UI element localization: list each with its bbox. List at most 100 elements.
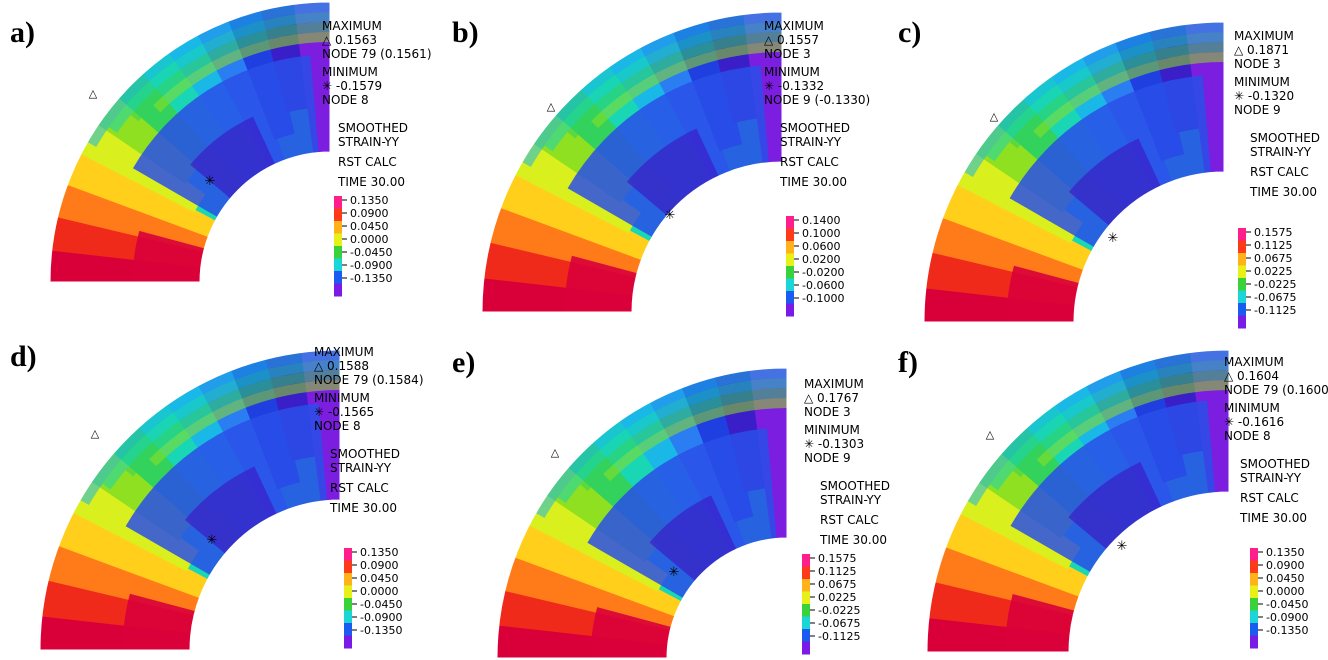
min-label: MINIMUM	[322, 65, 378, 79]
legend-label: 0.1575	[818, 552, 857, 565]
legend-swatch	[1250, 548, 1258, 561]
contour-band	[1005, 594, 1075, 652]
legend-label: -0.0450	[350, 246, 392, 259]
legend-label: -0.0900	[1266, 611, 1308, 624]
legend-swatch	[786, 303, 794, 317]
legend-label: -0.0200	[802, 266, 844, 279]
result-descriptor: SMOOTHED	[820, 479, 890, 493]
max-node: NODE 3	[764, 47, 811, 61]
min-marker-icon: ✳	[1108, 231, 1119, 246]
legend-swatch	[802, 554, 810, 567]
contour-band	[940, 179, 1092, 271]
contour-band	[557, 378, 787, 504]
result-descriptor: SMOOTHED	[330, 447, 400, 461]
contour-band	[125, 370, 340, 477]
result-descriptor: SMOOTHED	[338, 121, 408, 135]
contour-band	[989, 360, 1229, 491]
strain-plot-panel: c) △ ✳ MAXIMUM △ 0.1871 NODE 3 MINIMUM ✳ -0.132…	[884, 0, 1324, 330]
legend-label: 0.1125	[818, 565, 857, 578]
legend-swatch	[334, 283, 342, 297]
min-marker-icon: ✳	[207, 533, 218, 548]
max-label: MAXIMUM	[1224, 355, 1284, 369]
legend-swatch	[344, 560, 352, 574]
contour-band	[102, 360, 340, 490]
contour-band	[564, 255, 638, 312]
legend-label: 0.1350	[350, 194, 389, 207]
legend-swatch	[1250, 623, 1258, 636]
result-descriptor: RST CALC	[338, 155, 397, 169]
legend-swatch	[802, 579, 810, 592]
max-label: MAXIMUM	[322, 19, 382, 33]
result-descriptor: TIME 30.00	[1249, 185, 1317, 199]
contour-band	[1012, 370, 1229, 478]
legend-swatch	[786, 291, 794, 304]
legend-swatch	[344, 573, 352, 586]
panel-tag: e)	[452, 346, 476, 379]
mesh-outline	[39, 349, 341, 651]
contour-bands	[497, 368, 787, 658]
legend-label: -0.0675	[818, 617, 860, 630]
contour-band	[108, 12, 330, 133]
max-label: MAXIMUM	[804, 377, 864, 391]
result-descriptor: TIME 30.00	[337, 175, 405, 189]
legend-label: 0.0900	[1266, 559, 1305, 572]
contour-band	[1068, 461, 1162, 550]
result-descriptor: RST CALC	[1240, 491, 1299, 505]
min-value: ✳ -0.1332	[764, 79, 824, 93]
result-descriptor: STRAIN-YY	[1250, 145, 1312, 159]
max-marker-icon: △	[986, 428, 995, 441]
legend-label: 0.1575	[1254, 226, 1293, 239]
min-node: NODE 9 (-0.1330)	[764, 93, 870, 107]
legend-swatch	[334, 258, 342, 272]
contour-band	[132, 230, 205, 282]
min-value: ✳ -0.1320	[1234, 89, 1294, 103]
contour-band	[933, 541, 1080, 616]
panel-tag: b)	[452, 16, 479, 49]
result-descriptor: SMOOTHED	[1250, 131, 1320, 145]
contour-band	[603, 398, 787, 482]
legend-swatch	[344, 585, 352, 599]
legend-label: -0.0225	[818, 604, 860, 617]
legend-label: 0.1125	[1254, 239, 1293, 252]
result-descriptor: SMOOTHED	[780, 121, 850, 135]
legend-swatch	[786, 278, 794, 292]
strain-plot-panel: f) △ ✳ MAXIMUM △ 0.1604 NODE 79 (0.1600) MINIM…	[884, 330, 1328, 660]
result-descriptor: RST CALC	[820, 513, 879, 527]
result-descriptor: TIME 30.00	[1239, 511, 1307, 525]
legend-swatch	[344, 610, 352, 624]
legend-swatch	[334, 208, 342, 222]
contour-bands	[50, 2, 330, 282]
contour-band	[590, 607, 672, 658]
legend-swatch	[802, 566, 810, 580]
panel-tag: f)	[898, 346, 918, 379]
legend-label: 0.0000	[1266, 585, 1305, 598]
min-node: NODE 9	[1234, 103, 1281, 117]
max-node: NODE 3	[1234, 57, 1281, 71]
contour-band	[502, 552, 676, 631]
legend-label: 0.0900	[360, 559, 399, 572]
max-marker-icon: △	[91, 427, 100, 440]
contour-band	[55, 179, 209, 252]
legend-swatch	[802, 641, 810, 655]
min-node: NODE 8	[322, 93, 369, 107]
legend-swatch	[344, 623, 352, 636]
contour-band	[130, 21, 330, 122]
strain-plot-panel: b) △ ✳ MAXIMUM △ 0.1557 NODE 3 MINIMUM ✳ -0.133…	[442, 0, 882, 330]
max-node: NODE 79 (0.1561)	[322, 47, 432, 61]
min-value: ✳ -0.1303	[804, 437, 864, 451]
contour-band	[122, 593, 196, 650]
max-value: △ 0.1588	[314, 359, 369, 373]
result-descriptor: TIME 30.00	[329, 501, 397, 515]
legend-swatch	[802, 616, 810, 630]
contour-band	[65, 148, 216, 237]
mesh-outline	[49, 1, 331, 283]
legend-label: 0.0675	[1254, 252, 1293, 265]
max-value: △ 0.1871	[1234, 43, 1289, 57]
result-descriptor: STRAIN-YY	[330, 461, 392, 475]
result-descriptor: STRAIN-YY	[1240, 471, 1302, 485]
legend-swatch	[1238, 278, 1246, 291]
panel-tag: c)	[898, 16, 922, 49]
